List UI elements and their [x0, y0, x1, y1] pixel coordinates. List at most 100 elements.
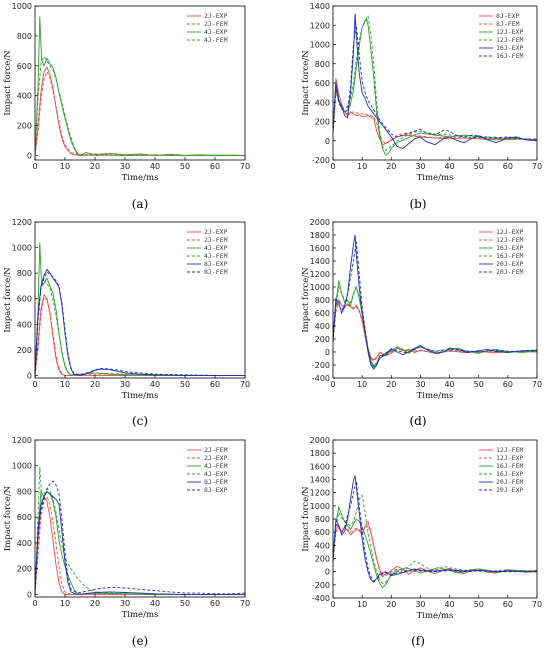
y-tick-label: 0 [27, 152, 32, 161]
y-tick-label: 1000 [12, 244, 32, 253]
y-tick-label: 600 [315, 528, 330, 537]
legend-label: 20J-EXP [496, 486, 523, 494]
y-tick-label: 200 [17, 346, 32, 355]
y-tick-label: 800 [315, 60, 330, 69]
x-tick-label: 20 [386, 162, 396, 171]
y-tick-label: 1400 [310, 2, 330, 11]
x-tick-label: 40 [150, 162, 160, 171]
y-tick-label: 1600 [310, 462, 330, 471]
series-line-8J-EXP [35, 268, 245, 376]
y-tick-label: 0 [27, 590, 32, 599]
legend-label: 2J-FEM [204, 236, 228, 244]
x-axis-label: Time/ms [417, 391, 454, 401]
x-tick-label: 60 [503, 162, 513, 171]
x-tick-label: 0 [32, 380, 37, 389]
chart-e: 0 10 20 30 40 50 60 70 0 200 400 600 800 1000 1200 Time… [3, 436, 250, 648]
series-line-12J-FEM [333, 301, 537, 362]
plot-area [333, 13, 537, 156]
legend-label: 4J-EXP [204, 28, 228, 36]
legend-label: 8J-EXP [204, 260, 228, 268]
y-tick-label: 200 [315, 335, 330, 344]
legend-label: 20J-FEM [496, 268, 523, 276]
x-tick-label: 60 [210, 162, 220, 171]
series-line-4J-EXP [35, 16, 245, 157]
panel-label: (a) [132, 197, 149, 211]
y-tick-label: 600 [315, 79, 330, 88]
legend-label: 8J-FEM [496, 20, 520, 28]
series-line-16J-EXP [333, 494, 537, 585]
y-tick-label: 1200 [12, 436, 32, 445]
chart-d: 0 10 20 30 40 50 60 70 -400 -200 0 200 400 600 800 1000… [301, 218, 542, 428]
y-tick-label: 2000 [310, 218, 330, 227]
x-tick-label: 10 [60, 380, 70, 389]
x-tick-label: 20 [90, 599, 100, 608]
legend-label: 4J-FEM [204, 36, 228, 44]
y-tick-label: 1800 [310, 449, 330, 458]
legend-label: 2J-FEM [204, 20, 228, 28]
x-axis-label: Time/ms [122, 173, 159, 183]
x-tick-label: 20 [90, 380, 100, 389]
legend-label: 16J-FEM [496, 252, 523, 260]
y-tick-label: 0 [325, 137, 330, 146]
legend: 12J-FEM12J-EXP16J-FEM16J-EXP20J-FEM20J-E… [479, 446, 523, 494]
y-tick-label: 600 [17, 62, 32, 71]
y-tick-label: 400 [17, 539, 32, 548]
series-line-16J-EXP [333, 13, 537, 149]
x-tick-label: 40 [150, 599, 160, 608]
legend-label: 4J-FEM [204, 252, 228, 260]
x-axis-label: Time/ms [122, 391, 159, 401]
y-tick-label: 1000 [310, 502, 330, 511]
series-line-4J-EXP [35, 242, 245, 376]
plot-area [35, 242, 245, 376]
y-tick-label: 0 [325, 348, 330, 357]
y-axis-label: Impact force/N [3, 267, 13, 333]
series-line-2J-EXP [35, 66, 245, 156]
chart-f: 0 10 20 30 40 50 60 70 -400 -200 0 200 400 600 800 1000… [301, 436, 542, 648]
y-tick-label: 400 [315, 98, 330, 107]
chart-a: 0 10 20 30 40 50 60 70 0 200 400 600 800 1000 Time/ms I… [3, 2, 250, 211]
panel-label: (e) [132, 634, 148, 648]
legend-label: 12J-EXP [496, 28, 523, 36]
legend-label: 8J-FEM [204, 268, 228, 276]
legend-label: 12J-EXP [496, 454, 523, 462]
panel-label: (d) [409, 414, 426, 428]
x-tick-label: 70 [240, 380, 250, 389]
legend: 12J-EXP12J-FEM16J-EXP16J-FEM20J-EXP20J-F… [479, 228, 523, 276]
series-line-2J-FEM [35, 495, 245, 595]
x-tick-label: 30 [415, 162, 425, 171]
series-line-12J-EXP [333, 524, 537, 578]
legend-label: 8J-FEM [204, 478, 228, 486]
series-line-2J-EXP [35, 495, 245, 595]
x-tick-label: 50 [474, 162, 484, 171]
x-tick-label: 60 [503, 600, 513, 609]
x-tick-label: 50 [474, 380, 484, 389]
y-tick-label: 400 [17, 92, 32, 101]
x-tick-label: 10 [357, 600, 367, 609]
series-line-8J-EXP [35, 480, 245, 595]
x-tick-label: 60 [503, 380, 513, 389]
y-tick-label: 1200 [310, 270, 330, 279]
legend-label: 12J-EXP [496, 228, 523, 236]
y-tick-label: 800 [17, 269, 32, 278]
x-tick-label: 10 [357, 162, 367, 171]
y-tick-label: -200 [312, 361, 330, 370]
y-tick-label: 200 [315, 118, 330, 127]
y-tick-label: 1400 [310, 476, 330, 485]
series-line-4J-FEM [35, 280, 245, 376]
y-tick-label: 1000 [12, 2, 32, 11]
x-tick-label: 30 [415, 380, 425, 389]
y-tick-label: 200 [17, 122, 32, 131]
series-line-20J-FEM [333, 241, 537, 367]
series-line-2J-FEM [35, 70, 245, 156]
legend-label: 4J-FEM [204, 462, 228, 470]
y-tick-label: 200 [315, 555, 330, 564]
y-tick-label: 1800 [310, 231, 330, 240]
x-tick-label: 50 [180, 380, 190, 389]
y-tick-label: -200 [312, 156, 330, 165]
x-tick-label: 10 [60, 162, 70, 171]
axes-frame [34, 5, 246, 161]
x-tick-label: 70 [532, 600, 542, 609]
